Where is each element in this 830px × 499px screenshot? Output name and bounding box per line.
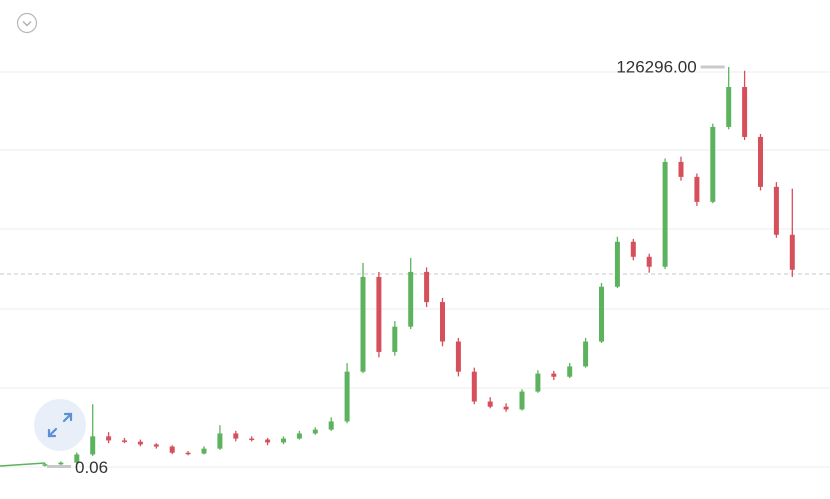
candle-body <box>503 406 509 410</box>
candle-body <box>662 161 668 267</box>
candle-body <box>630 241 636 257</box>
candle-body <box>789 234 795 270</box>
candles <box>42 66 795 467</box>
candle-body <box>710 126 716 202</box>
candle-body <box>535 373 541 392</box>
candle-body <box>281 438 286 443</box>
candle-body <box>694 176 700 202</box>
candle-body <box>106 436 112 441</box>
candle-body <box>90 436 96 455</box>
candle-body <box>471 371 477 402</box>
candle-body <box>567 366 573 377</box>
candle-body <box>599 286 604 342</box>
candle-body <box>392 326 398 352</box>
candle-body <box>233 433 239 439</box>
expand-button[interactable] <box>34 399 86 451</box>
candle-body <box>74 454 80 463</box>
history-line <box>0 462 46 467</box>
candle-body <box>742 87 748 137</box>
candle-body <box>217 433 223 449</box>
candle-body <box>169 446 175 453</box>
candle-body <box>773 186 779 235</box>
candle-body <box>360 276 366 372</box>
candle-body <box>344 371 350 422</box>
candle-body <box>551 373 557 377</box>
candle-body <box>185 452 191 455</box>
candle-body <box>328 421 334 430</box>
candle-body <box>678 161 684 177</box>
candle-body <box>153 444 159 447</box>
candle-body <box>583 341 589 367</box>
candle-body <box>312 429 318 434</box>
collapse-button[interactable] <box>16 12 38 34</box>
candle-body <box>249 438 255 441</box>
candle-body <box>376 276 382 352</box>
min-label: 0.06 <box>75 458 108 477</box>
candle-body <box>646 256 652 267</box>
max-label: 126296.00 <box>616 57 696 76</box>
candle-body <box>137 441 143 445</box>
candle-body <box>487 401 493 407</box>
candle-body <box>440 302 445 342</box>
candle-body <box>424 271 430 303</box>
candle-body <box>455 341 461 372</box>
candle-body <box>519 391 525 410</box>
candle-body <box>265 439 271 443</box>
candle-body <box>726 87 732 127</box>
candle-body <box>408 271 414 327</box>
candle-body <box>58 462 64 465</box>
candle-body <box>201 448 207 454</box>
candle-body <box>296 433 302 439</box>
candle-body <box>758 136 763 187</box>
candle-body <box>614 241 620 287</box>
candle-body <box>122 440 127 442</box>
candle-body <box>42 464 48 466</box>
